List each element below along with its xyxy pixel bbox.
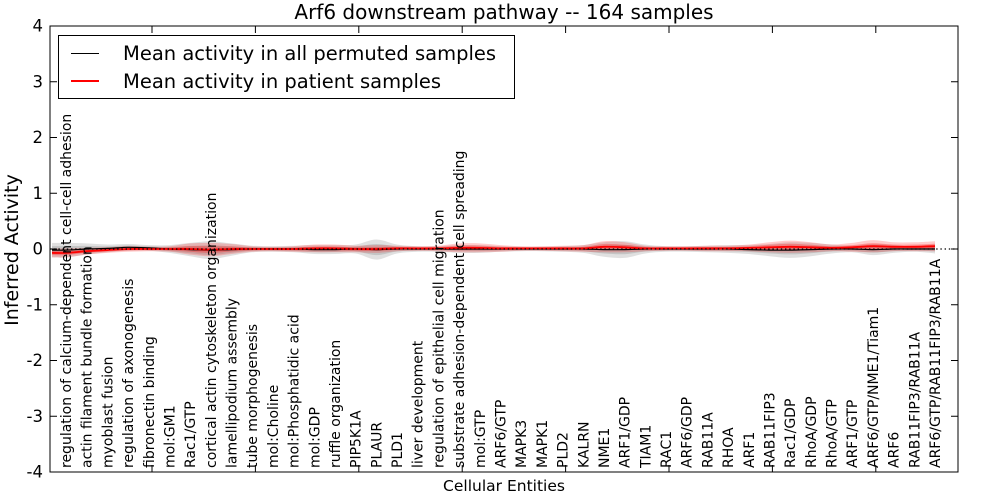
x-tick-label: mol:GDP	[307, 407, 323, 468]
x-tick-label: Rac1/GDP	[783, 399, 799, 468]
x-tick-label: regulation of epithelial cell migration	[431, 209, 447, 468]
y-tick-label: -3	[27, 407, 43, 426]
x-tick-label: RHOA	[721, 427, 737, 468]
y-tick-label: 3	[33, 72, 44, 91]
x-tick-label: RAB11FIP3	[762, 392, 778, 468]
y-axis-label: Inferred Activity	[1, 174, 23, 326]
x-tick-label: ARF6/GTP/NME1/Tiam1	[866, 307, 882, 468]
x-tick-label: mol:Phosphatidic acid	[287, 314, 303, 468]
y-tick-label: -2	[27, 351, 43, 370]
y-tick-label: 1	[33, 184, 44, 203]
x-tick-label: tube morphogenesis	[245, 324, 261, 468]
x-tick-label: mol:GTP	[473, 410, 489, 468]
y-tick-label: 4	[33, 17, 44, 36]
legend-line-patient-icon	[71, 80, 99, 82]
x-tick-label: ARF6/GTP	[494, 400, 510, 468]
x-tick-label: Rac1/GTP	[183, 401, 199, 468]
legend: Mean activity in all permuted samples Me…	[58, 35, 516, 99]
x-tick-label: ARF6/GDP	[680, 397, 696, 468]
y-tick-label: -4	[27, 463, 43, 482]
x-tick-label: MAPK3	[514, 420, 530, 468]
x-tick-label: ARF6	[887, 432, 903, 468]
x-tick-label: MAPK1	[535, 420, 551, 468]
x-tick-label: RAB11FIP3/RAB11A	[907, 331, 923, 468]
x-tick-label: cortical actin cytoskeleton organization	[204, 193, 220, 468]
x-tick-label: ruffle organization	[328, 340, 344, 468]
x-tick-label: fibronectin binding	[142, 336, 158, 468]
x-axis-label: Cellular Entities	[443, 477, 565, 495]
x-tick-label: ARF1	[742, 432, 758, 468]
x-tick-label: PIP5K1A	[349, 410, 365, 468]
x-tick-label: mol:GM1	[162, 405, 178, 468]
x-tick-label: PLAUR	[369, 422, 385, 468]
legend-label-permuted: Mean activity in all permuted samples	[123, 41, 497, 65]
x-tick-label: substrate adhesion-dependent cell spread…	[452, 151, 468, 468]
x-tick-label: NME1	[597, 428, 613, 468]
x-tick-label: PLD1	[390, 432, 406, 468]
legend-entry-patient: Mean activity in patient samples	[71, 67, 496, 95]
y-tick-label: 0	[33, 240, 44, 259]
legend-entry-permuted: Mean activity in all permuted samples	[71, 39, 496, 67]
x-tick-label: RAB11A	[700, 412, 716, 468]
legend-line-permuted-icon	[71, 52, 99, 54]
x-tick-label: TIAM1	[638, 425, 654, 469]
x-tick-label: lamellipodium assembly	[225, 298, 241, 468]
x-tick-label: PLD2	[556, 432, 572, 468]
legend-label-patient: Mean activity in patient samples	[123, 69, 442, 93]
x-tick-label: RAC1	[659, 431, 675, 468]
x-tick-label: regulation of axonogenesis	[121, 279, 137, 468]
x-tick-label: RhoA/GDP	[804, 396, 820, 468]
x-tick-label: regulation of calcium-dependent cell-cel…	[59, 114, 75, 468]
chart-title: Arf6 downstream pathway -- 164 samples	[294, 0, 714, 24]
x-tick-label: ARF1/GTP	[845, 400, 861, 468]
x-tick-label: liver development	[411, 340, 427, 468]
x-tick-label: myoblast fusion	[100, 356, 116, 468]
y-tick-label: 2	[33, 128, 44, 147]
x-tick-label: mol:Choline	[266, 385, 282, 468]
x-tick-label: ARF1/GDP	[618, 397, 634, 468]
x-tick-label: RhoA/GTP	[825, 399, 841, 468]
x-tick-label: KALRN	[576, 421, 592, 468]
x-tick-label: ARF6/GTP/RAB11FIP3/RAB11A	[928, 258, 944, 468]
x-tick-label: actin filament bundle formation	[80, 246, 96, 468]
y-tick-label: -1	[27, 295, 43, 314]
patient-mean-line	[51, 245, 936, 254]
